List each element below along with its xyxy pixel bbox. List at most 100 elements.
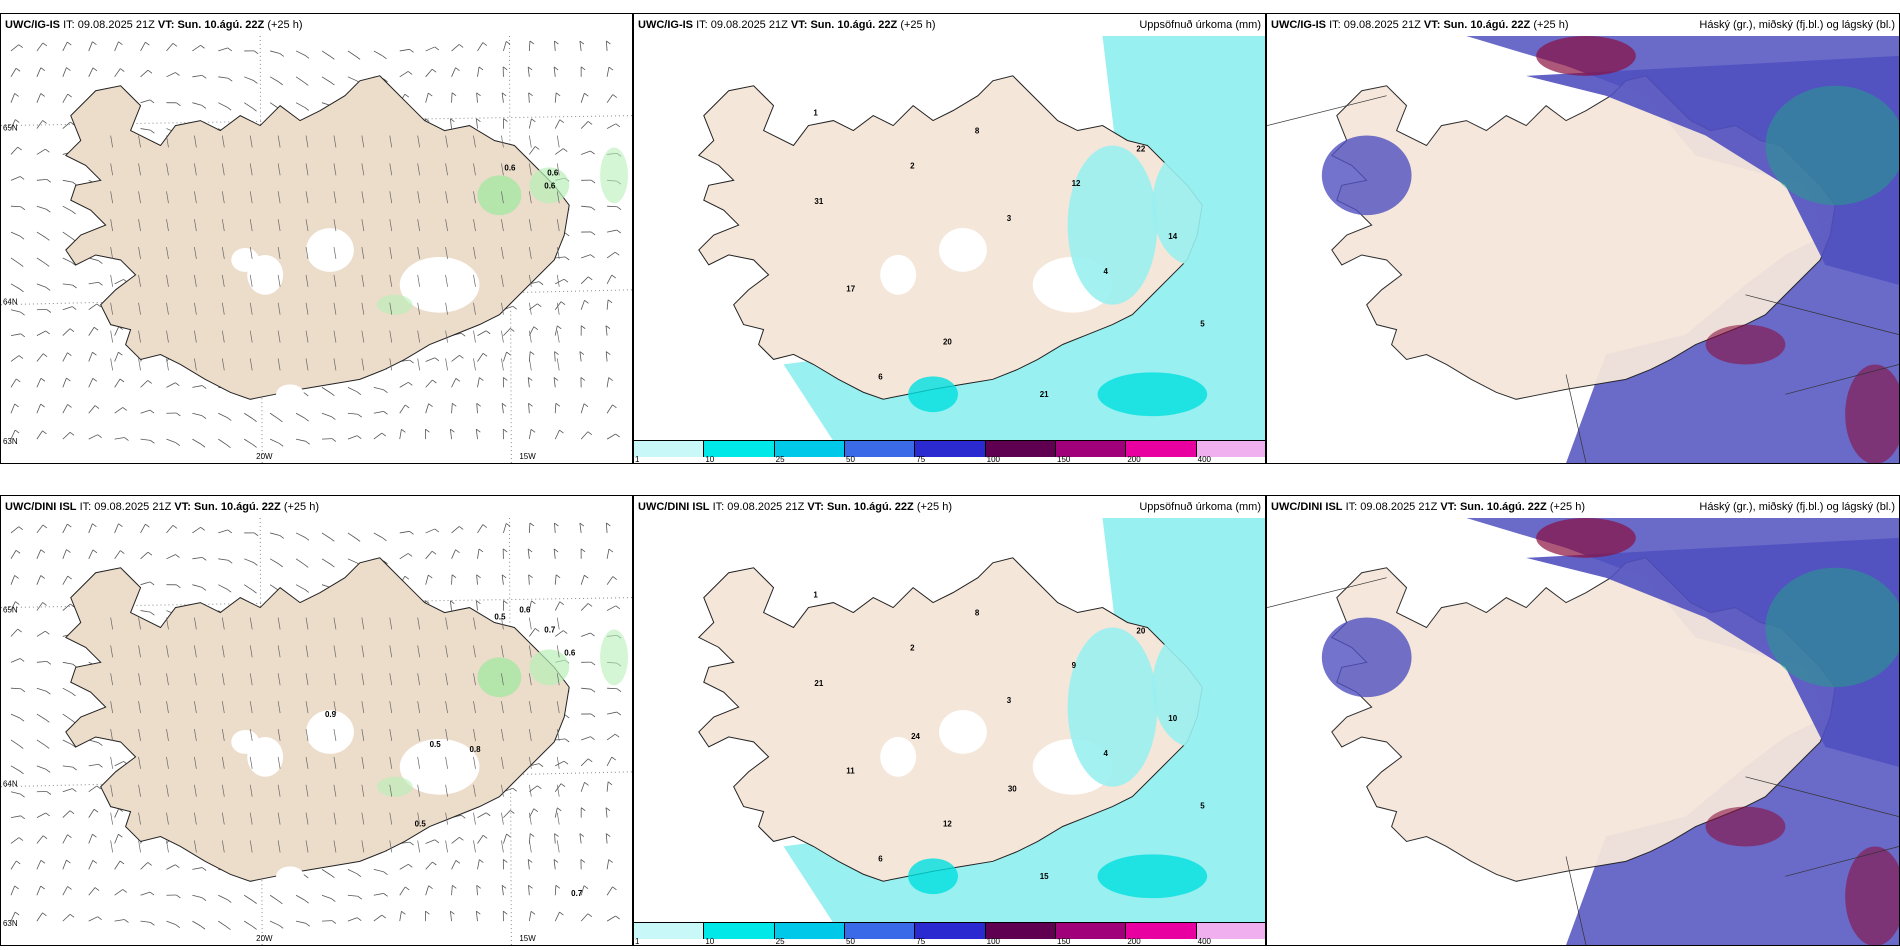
wind-barb (221, 756, 225, 769)
wind-barb (194, 302, 197, 315)
wind-barb-flag (476, 910, 481, 915)
wind-barb (110, 163, 113, 176)
wind-barb-flag (330, 392, 335, 397)
wind-barb-flag (482, 42, 488, 46)
wind-barb (221, 812, 225, 825)
panel-header: UWC/IG-IS IT: 09.08.2025 21Z VT: Sun. 10… (1267, 14, 1899, 36)
wind-barb-flag (555, 402, 561, 407)
wind-barb (373, 432, 383, 440)
wind-barb-flag (14, 575, 19, 579)
wind-barb-flag (16, 378, 21, 383)
wind-barb (477, 812, 487, 818)
wind-barb (36, 148, 46, 155)
wind-barb (244, 76, 254, 81)
wind-barb (277, 163, 281, 176)
wind-barb-flag (92, 377, 98, 382)
wind-barb-flag (201, 415, 207, 419)
wind-map: 0.5 0.6 0.7 0.6 0.9 0.5 0.8 0.5 0.7 20W 15W 65N 64N 6… (1, 518, 632, 945)
wind-barb-flag (607, 299, 613, 304)
wind-barb-flag (587, 431, 593, 436)
it-label: IT: (63, 19, 75, 31)
wind-barb-flag (590, 254, 595, 258)
wind-barb-flag (20, 815, 26, 820)
precip-area (1067, 145, 1158, 305)
wind-barb-flag (611, 756, 616, 761)
wind-barb-flag (528, 92, 533, 97)
panel-clouds-dini: UWC/DINI ISL IT: 09.08.2025 21Z VT: Sun.… (1266, 495, 1900, 946)
wind-barb (389, 191, 393, 204)
wind-barb (10, 628, 18, 637)
wind-barb (553, 859, 556, 870)
precip-area (1152, 627, 1233, 747)
wind-barb (194, 756, 197, 769)
wind-barb (166, 840, 169, 853)
wind-barb-flag (67, 523, 72, 528)
wind-barb (10, 526, 19, 534)
wind-barb (221, 135, 225, 148)
wind-barb-flag (175, 442, 181, 446)
wind-barb (389, 135, 393, 148)
wind-barb-flag (69, 810, 75, 815)
wind-barb (10, 815, 21, 818)
wind-barb-flag (455, 67, 460, 71)
wind-barb-flag (590, 736, 595, 740)
wind-barb (528, 600, 532, 611)
wind-barb-flag (476, 92, 481, 97)
wind-barb (194, 673, 197, 686)
high-cloud-area (1705, 806, 1786, 847)
wind-barb (501, 219, 504, 232)
glacier (399, 738, 480, 795)
wind-barb-flag (42, 120, 47, 124)
wind-barb-flag (563, 630, 568, 634)
wind-barb (138, 163, 141, 176)
wind-speed-patch (376, 776, 413, 797)
panel-precip-dini: UWC/DINI ISL IT: 09.08.2025 21Z VT: Sun.… (633, 495, 1266, 946)
wind-barb (10, 355, 20, 362)
wind-barb (501, 92, 504, 103)
wind-barb-flag (409, 841, 414, 846)
wind-barb-flag (606, 522, 611, 527)
wind-barb-flag (45, 148, 50, 153)
wind-speed-patch (376, 294, 413, 315)
vt-value: Sun. 10.ágú. 22Z (1459, 501, 1547, 513)
wind-barb (425, 46, 435, 52)
wind-barb-flag (122, 889, 127, 893)
wind-barb (218, 438, 227, 446)
wind-barb (501, 274, 504, 287)
wind-barb (36, 67, 42, 77)
wind-barb (88, 860, 94, 870)
wind-barb (476, 92, 478, 103)
wind-barb (399, 381, 409, 388)
wind-barb-flag (118, 351, 123, 356)
wind-barb (36, 549, 42, 559)
it-value: 09.08.2025 21Z (77, 19, 155, 31)
wind-barb-flag (512, 787, 517, 792)
wind-barb (110, 617, 113, 630)
wind-barb (249, 617, 253, 630)
wind-barb-flag (404, 575, 410, 580)
wind-barb (449, 600, 452, 611)
wind-barb-flag (538, 763, 544, 767)
wind-barb-flag (612, 886, 617, 891)
wind-barb (361, 246, 365, 260)
wind-barb-flag (20, 311, 25, 316)
wind-barb-flag (512, 305, 517, 310)
wind-barb (425, 379, 433, 388)
wind-barb (529, 146, 536, 155)
wind-barb-flag (455, 860, 461, 864)
wind-barb (445, 219, 448, 232)
vt-value: Sun. 10.ágú. 22Z (177, 19, 265, 31)
wind-barb (244, 894, 253, 901)
wind-barb-flag (15, 549, 21, 554)
wind-barb-flag (401, 910, 406, 915)
wind-barb (192, 867, 203, 870)
wind-barb (62, 404, 68, 414)
wind-barb (501, 840, 504, 853)
wind-barb (554, 522, 556, 533)
precip-value-label: 3 (1007, 696, 1012, 705)
wind-barb (10, 791, 21, 795)
wind-barb (140, 99, 151, 104)
wind-barb (606, 433, 616, 440)
wind-barb (501, 574, 504, 585)
wind-barb-flag (175, 864, 180, 869)
